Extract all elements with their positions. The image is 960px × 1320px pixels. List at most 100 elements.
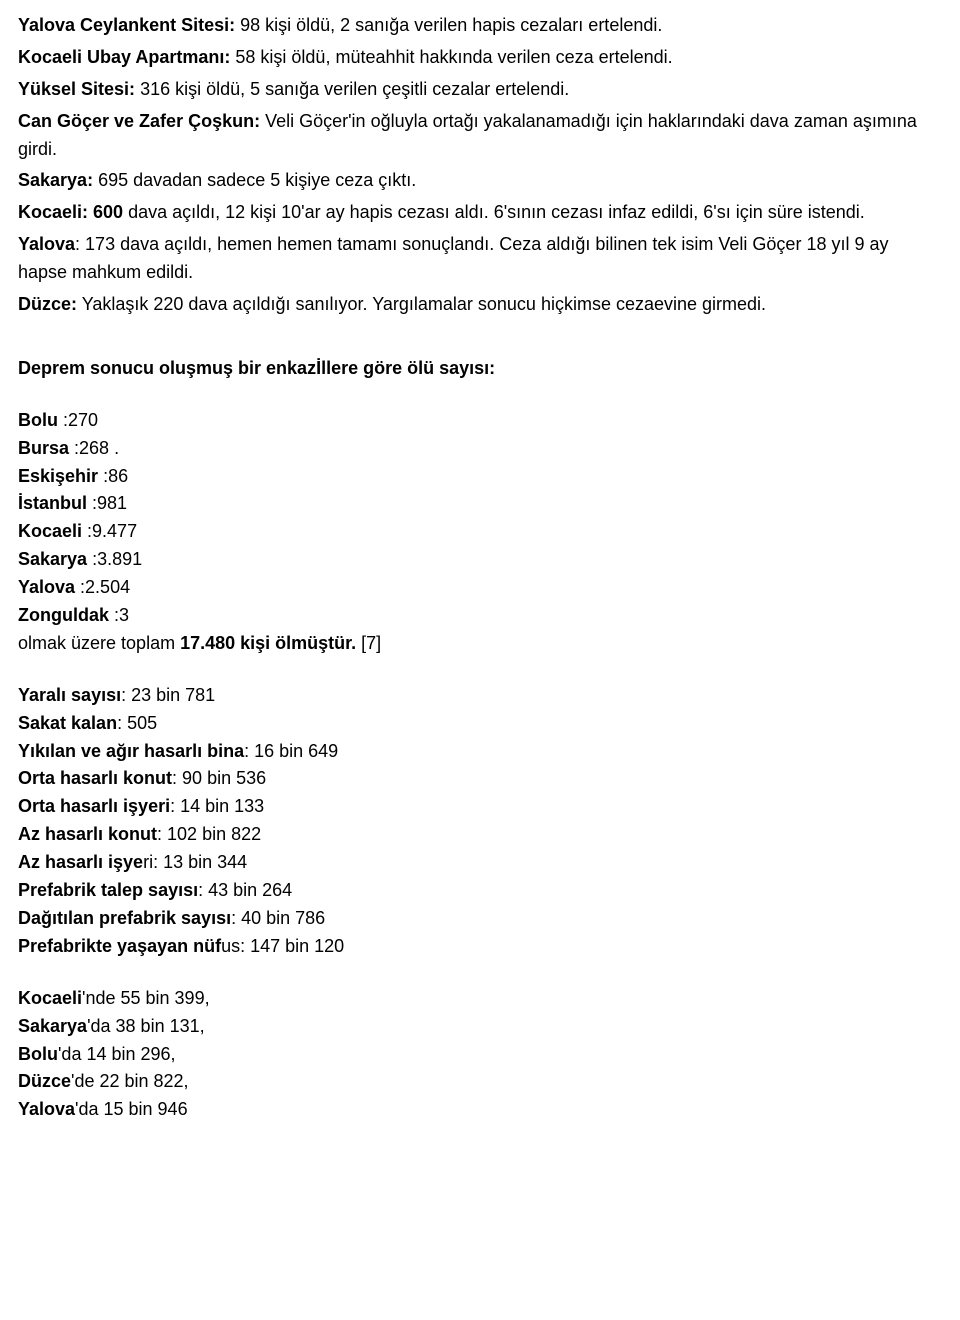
stat-value: : 90 bin 536	[172, 768, 266, 788]
region-name: Bolu	[18, 1044, 58, 1064]
stat-value: ri: 13 bin 344	[143, 852, 247, 872]
stat-label: Orta hasarlı işyeri	[18, 796, 170, 816]
case-text: : 173 dava açıldı, hemen hemen tamamı so…	[18, 234, 888, 282]
city-name: Eskişehir	[18, 466, 98, 486]
stat-row: Dağıtılan prefabrik sayısı: 40 bin 786	[18, 905, 942, 933]
stat-row: Az hasarlı işyeri: 13 bin 344	[18, 849, 942, 877]
stat-label: Orta hasarlı konut	[18, 768, 172, 788]
stat-label: Prefabrik talep sayısı	[18, 880, 198, 900]
stat-value: : 102 bin 822	[157, 824, 261, 844]
stat-label: Az hasarlı konut	[18, 824, 157, 844]
region-text: 'da 38 bin 131,	[87, 1016, 205, 1036]
stat-row: Sakat kalan: 505	[18, 710, 942, 738]
total-value: 17.480 kişi ölmüştür.	[180, 633, 356, 653]
stat-row: Yıkılan ve ağır hasarlı bina: 16 bin 649	[18, 738, 942, 766]
case-title: Kocaeli Ubay Apartmanı:	[18, 47, 230, 67]
stat-label: Yıkılan ve ağır hasarlı bina	[18, 741, 244, 761]
case-title: Yüksel Sitesi:	[18, 79, 135, 99]
stat-value: : 505	[117, 713, 157, 733]
case-title: Düzce:	[18, 294, 77, 314]
city-value: :9.477	[82, 521, 137, 541]
stat-row: Yaralı sayısı: 23 bin 781	[18, 682, 942, 710]
city-value: :86	[98, 466, 128, 486]
region-row: Sakarya'da 38 bin 131,	[18, 1013, 942, 1041]
city-row: Bolu :270	[18, 407, 942, 435]
case-text: 58 kişi öldü, müteahhit hakkında verilen…	[230, 47, 672, 67]
city-name: Yalova	[18, 577, 75, 597]
case-paragraph: Yüksel Sitesi: 316 kişi öldü, 5 sanığa v…	[18, 76, 942, 104]
total-row: olmak üzere toplam 17.480 kişi ölmüştür.…	[18, 630, 942, 658]
city-row: Zonguldak :3	[18, 602, 942, 630]
case-paragraph: Yalova Ceylankent Sitesi: 98 kişi öldü, …	[18, 12, 942, 40]
case-paragraph: Sakarya: 695 davadan sadece 5 kişiye cez…	[18, 167, 942, 195]
stat-label: Sakat kalan	[18, 713, 117, 733]
stat-row: Orta hasarlı işyeri: 14 bin 133	[18, 793, 942, 821]
case-title: Yalova	[18, 234, 75, 254]
city-name: Bolu	[18, 410, 58, 430]
stat-row: Az hasarlı konut: 102 bin 822	[18, 821, 942, 849]
stat-value: : 23 bin 781	[121, 685, 215, 705]
region-name: Düzce	[18, 1071, 71, 1091]
region-name: Kocaeli	[18, 988, 82, 1008]
region-text: 'da 15 bin 946	[75, 1099, 188, 1119]
city-name: Bursa	[18, 438, 69, 458]
case-title: Sakarya:	[18, 170, 93, 190]
stat-label: Prefabrikte yaşayan nüf	[18, 936, 221, 956]
stat-value: : 14 bin 133	[170, 796, 264, 816]
section-heading: Deprem sonucu oluşmuş bir enkazİllere gö…	[18, 355, 942, 383]
case-title: Yalova Ceylankent Sitesi:	[18, 15, 235, 35]
city-row: Sakarya :3.891	[18, 546, 942, 574]
region-text: 'nde 55 bin 399,	[82, 988, 210, 1008]
city-name: Kocaeli	[18, 521, 82, 541]
city-value: :270	[58, 410, 98, 430]
region-row: Bolu'da 14 bin 296,	[18, 1041, 942, 1069]
case-title: Can Göçer ve Zafer Çoşkun:	[18, 111, 260, 131]
stat-row: Prefabrikte yaşayan nüfus: 147 bin 120	[18, 933, 942, 961]
stat-value: : 40 bin 786	[231, 908, 325, 928]
region-row: Yalova'da 15 bin 946	[18, 1096, 942, 1124]
stat-row: Orta hasarlı konut: 90 bin 536	[18, 765, 942, 793]
total-prefix: olmak üzere toplam	[18, 633, 180, 653]
city-name: Sakarya	[18, 549, 87, 569]
city-row: Eskişehir :86	[18, 463, 942, 491]
city-row: Kocaeli :9.477	[18, 518, 942, 546]
case-paragraph: Yalova: 173 dava açıldı, hemen hemen tam…	[18, 231, 942, 287]
stat-value: : 16 bin 649	[244, 741, 338, 761]
stat-label: Dağıtılan prefabrik sayısı	[18, 908, 231, 928]
city-name: Zonguldak	[18, 605, 109, 625]
city-row: Yalova :2.504	[18, 574, 942, 602]
case-text: Yaklaşık 220 dava açıldığı sanılıyor. Ya…	[77, 294, 766, 314]
region-row: Düzce'de 22 bin 822,	[18, 1068, 942, 1096]
region-row: Kocaeli'nde 55 bin 399,	[18, 985, 942, 1013]
case-text: 98 kişi öldü, 2 sanığa verilen hapis cez…	[235, 15, 662, 35]
stat-label: Az hasarlı işye	[18, 852, 143, 872]
city-value: :3	[109, 605, 129, 625]
region-name: Sakarya	[18, 1016, 87, 1036]
case-title: Kocaeli: 600	[18, 202, 123, 222]
city-list: Bolu :270 Bursa :268 . Eskişehir :86 İst…	[18, 407, 942, 658]
case-text: 695 davadan sadece 5 kişiye ceza çıktı.	[93, 170, 416, 190]
city-row: İstanbul :981	[18, 490, 942, 518]
case-paragraph: Can Göçer ve Zafer Çoşkun: Veli Göçer'in…	[18, 108, 942, 164]
case-text: dava açıldı, 12 kişi 10'ar ay hapis ceza…	[123, 202, 865, 222]
case-text: 316 kişi öldü, 5 sanığa verilen çeşitli …	[135, 79, 569, 99]
case-paragraph: Düzce: Yaklaşık 220 dava açıldığı sanılı…	[18, 291, 942, 319]
city-value: :2.504	[75, 577, 130, 597]
case-paragraph: Kocaeli: 600 dava açıldı, 12 kişi 10'ar …	[18, 199, 942, 227]
stat-value: us: 147 bin 120	[221, 936, 344, 956]
case-paragraph: Kocaeli Ubay Apartmanı: 58 kişi öldü, mü…	[18, 44, 942, 72]
stats-list: Yaralı sayısı: 23 bin 781 Sakat kalan: 5…	[18, 682, 942, 961]
region-text: 'de 22 bin 822,	[71, 1071, 189, 1091]
stat-label: Yaralı sayısı	[18, 685, 121, 705]
city-row: Bursa :268 .	[18, 435, 942, 463]
region-list: Kocaeli'nde 55 bin 399, Sakarya'da 38 bi…	[18, 985, 942, 1124]
total-suffix: [7]	[356, 633, 381, 653]
city-value: :981	[87, 493, 127, 513]
city-name: İstanbul	[18, 493, 87, 513]
stat-value: : 43 bin 264	[198, 880, 292, 900]
stat-row: Prefabrik talep sayısı: 43 bin 264	[18, 877, 942, 905]
city-value: :268 .	[69, 438, 119, 458]
region-text: 'da 14 bin 296,	[58, 1044, 176, 1064]
city-value: :3.891	[87, 549, 142, 569]
region-name: Yalova	[18, 1099, 75, 1119]
